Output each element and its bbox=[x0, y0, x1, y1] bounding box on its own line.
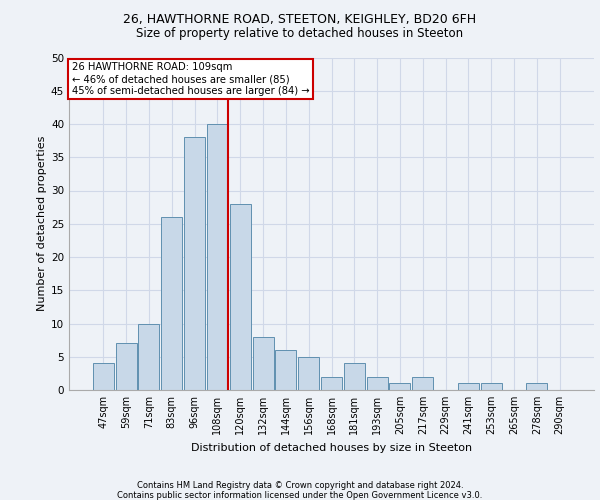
Bar bbox=[93, 364, 114, 390]
X-axis label: Distribution of detached houses by size in Steeton: Distribution of detached houses by size … bbox=[191, 442, 472, 452]
Bar bbox=[526, 384, 547, 390]
Bar bbox=[367, 376, 388, 390]
Bar bbox=[207, 124, 228, 390]
Bar bbox=[389, 384, 410, 390]
Bar bbox=[184, 138, 205, 390]
Bar bbox=[481, 384, 502, 390]
Bar bbox=[321, 376, 342, 390]
Text: 26, HAWTHORNE ROAD, STEETON, KEIGHLEY, BD20 6FH: 26, HAWTHORNE ROAD, STEETON, KEIGHLEY, B… bbox=[124, 12, 476, 26]
Bar bbox=[230, 204, 251, 390]
Bar bbox=[116, 344, 137, 390]
Text: Contains HM Land Registry data © Crown copyright and database right 2024.: Contains HM Land Registry data © Crown c… bbox=[137, 481, 463, 490]
Y-axis label: Number of detached properties: Number of detached properties bbox=[37, 136, 47, 312]
Text: Size of property relative to detached houses in Steeton: Size of property relative to detached ho… bbox=[136, 28, 464, 40]
Text: 26 HAWTHORNE ROAD: 109sqm
← 46% of detached houses are smaller (85)
45% of semi-: 26 HAWTHORNE ROAD: 109sqm ← 46% of detac… bbox=[71, 62, 309, 96]
Bar bbox=[412, 376, 433, 390]
Bar bbox=[458, 384, 479, 390]
Bar bbox=[161, 217, 182, 390]
Bar bbox=[275, 350, 296, 390]
Bar bbox=[298, 357, 319, 390]
Bar bbox=[344, 364, 365, 390]
Text: Contains public sector information licensed under the Open Government Licence v3: Contains public sector information licen… bbox=[118, 491, 482, 500]
Bar bbox=[139, 324, 160, 390]
Bar bbox=[253, 337, 274, 390]
